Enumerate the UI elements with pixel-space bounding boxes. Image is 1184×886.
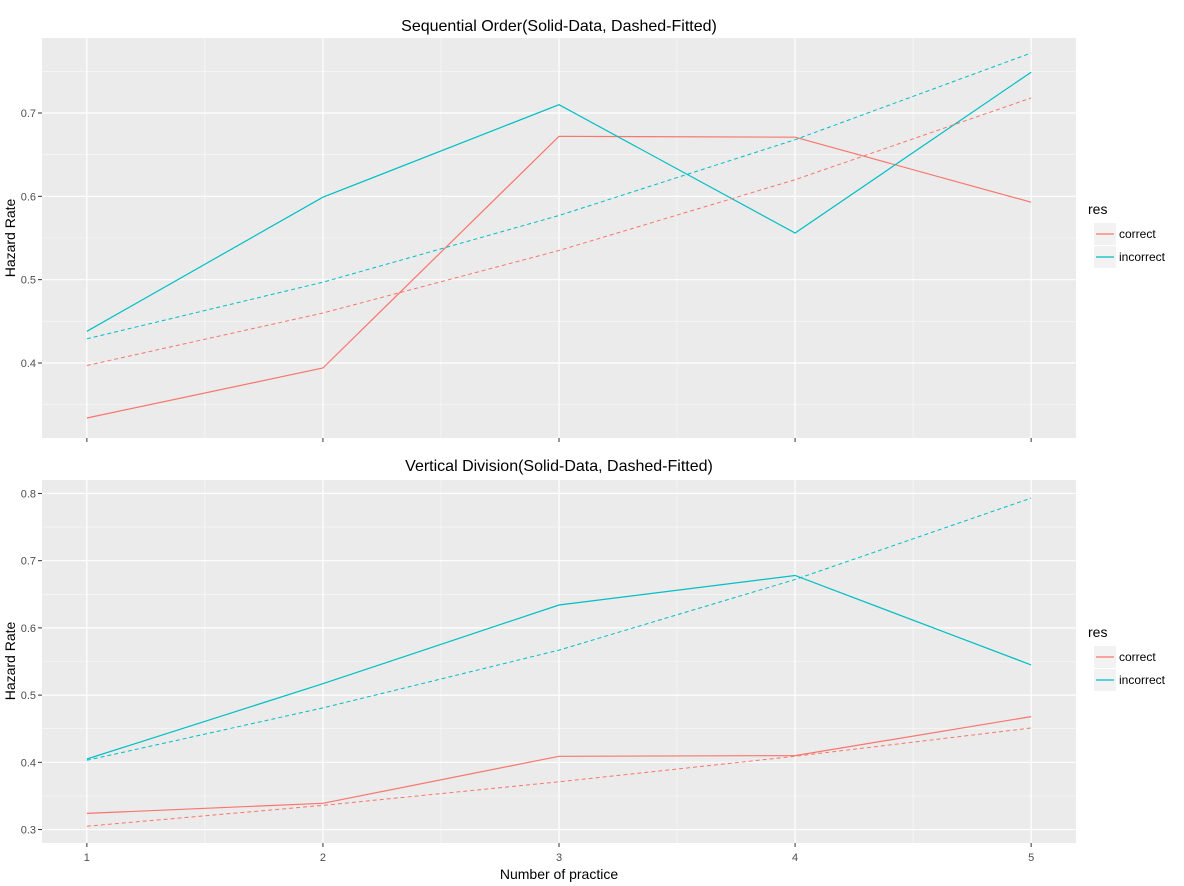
y-tick-label: 0.5 — [21, 275, 36, 287]
series-line-correct-data — [86, 716, 1032, 814]
y-tick-label: 0.6 — [21, 191, 36, 203]
x-axis-label: Number of practice — [500, 866, 618, 882]
y-tick-label: 0.4 — [21, 358, 36, 370]
y-tick-label: 0.8 — [21, 488, 36, 500]
legend-label-incorrect: incorrect — [1119, 673, 1166, 687]
legend-title: res — [1088, 201, 1107, 217]
legend-title: res — [1088, 624, 1107, 640]
series-line-correct-fitted — [86, 727, 1032, 827]
series-line-incorrect-data — [86, 71, 1032, 332]
bottom-panel: 0.3 0.4 0.5 0.6 0.7 0.8 1 2 3 4 5 Vertical Division… — [2, 458, 1166, 864]
series-line-incorrect-fitted — [86, 52, 1032, 340]
y-tick-label: 0.3 — [21, 825, 36, 837]
legend-label-correct: correct — [1119, 227, 1156, 241]
y-axis-label: Hazard Rate — [2, 198, 18, 277]
x-tick-label: 3 — [556, 852, 562, 864]
legend-label-correct: correct — [1119, 650, 1156, 664]
y-tick-label: 0.6 — [21, 623, 36, 635]
panel-title: Vertical Division(Solid-Data, Dashed-Fit… — [405, 458, 713, 475]
y-tick-label: 0.7 — [21, 108, 36, 120]
series-line-correct-data — [86, 135, 1032, 419]
top-panel: 0.4 0.5 0.6 0.7 Sequential Order(Solid-Data,… — [2, 18, 1166, 442]
y-tick-label: 0.4 — [21, 757, 36, 769]
panel-title: Sequential Order(Solid-Data, Dashed-Fitt… — [401, 18, 717, 35]
x-tick-label: 4 — [792, 852, 798, 864]
y-tick-label: 0.7 — [21, 556, 36, 568]
series-line-correct-fitted — [86, 97, 1032, 366]
y-tick-label: 0.5 — [21, 690, 36, 702]
series-line-incorrect-data — [86, 574, 1032, 760]
x-tick-label: 1 — [84, 852, 90, 864]
y-axis-label: Hazard Rate — [2, 621, 18, 700]
legend-label-incorrect: incorrect — [1119, 250, 1166, 264]
x-tick-label: 2 — [320, 852, 326, 864]
series-line-incorrect-fitted — [86, 497, 1032, 761]
x-tick-label: 5 — [1028, 852, 1034, 864]
